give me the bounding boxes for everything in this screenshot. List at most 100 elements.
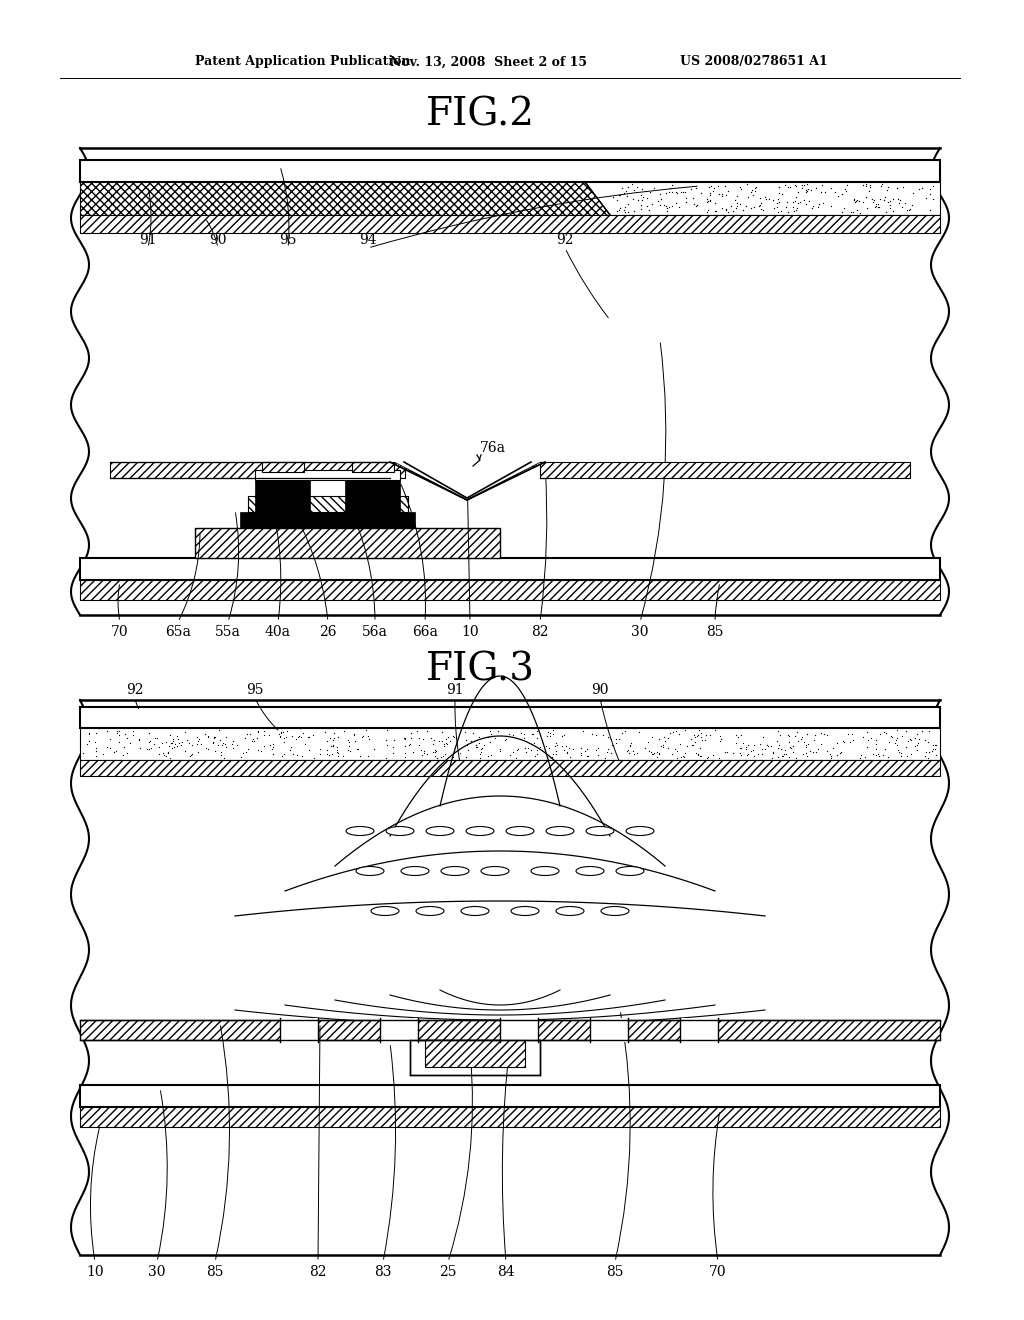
- Point: [906, 727, 923, 748]
- Point: [177, 741, 194, 762]
- Point: [397, 735, 414, 756]
- Point: [672, 733, 688, 754]
- Point: [805, 742, 821, 763]
- Point: [297, 734, 313, 755]
- Point: [868, 729, 885, 750]
- Text: 95: 95: [280, 234, 297, 247]
- Point: [612, 185, 629, 206]
- Point: [256, 721, 272, 742]
- Point: [910, 178, 927, 199]
- Point: [871, 723, 888, 744]
- Point: [325, 735, 341, 756]
- Point: [781, 176, 798, 197]
- Point: [162, 747, 178, 768]
- Point: [638, 181, 654, 202]
- Bar: [425, 1040, 525, 1067]
- Point: [678, 191, 694, 213]
- Point: [822, 747, 839, 768]
- Point: [275, 744, 292, 766]
- Point: [261, 723, 278, 744]
- Point: [492, 741, 508, 762]
- Point: [914, 721, 931, 742]
- Point: [780, 746, 797, 767]
- Point: [720, 181, 736, 202]
- Point: [323, 727, 339, 748]
- Bar: [280, 1018, 318, 1041]
- Point: [893, 726, 909, 747]
- Point: [317, 722, 334, 743]
- Point: [397, 742, 414, 763]
- Point: [759, 734, 775, 755]
- Point: [654, 737, 671, 758]
- Point: [776, 743, 793, 764]
- Point: [360, 729, 377, 750]
- Point: [657, 730, 674, 751]
- Point: [738, 744, 755, 766]
- Point: [858, 174, 874, 195]
- Point: [615, 199, 632, 220]
- Point: [645, 743, 662, 764]
- Point: [894, 197, 910, 218]
- Point: [868, 193, 885, 214]
- Point: [773, 739, 790, 760]
- Bar: [80, 1020, 940, 1040]
- Text: US 2008/0278651 A1: US 2008/0278651 A1: [680, 55, 827, 69]
- Point: [541, 738, 557, 759]
- Point: [548, 743, 564, 764]
- Point: [778, 743, 795, 764]
- Point: [341, 735, 357, 756]
- Point: [600, 726, 616, 747]
- Point: [763, 735, 779, 756]
- Point: [755, 199, 771, 220]
- Point: [215, 733, 231, 754]
- Point: [108, 741, 124, 762]
- Point: [522, 734, 539, 755]
- Bar: [80, 1085, 940, 1107]
- Point: [772, 725, 788, 746]
- Point: [881, 746, 897, 767]
- Point: [610, 183, 627, 205]
- Point: [99, 737, 116, 758]
- Point: [764, 747, 780, 768]
- Point: [538, 735, 554, 756]
- Point: [246, 730, 262, 751]
- Point: [780, 177, 797, 198]
- Point: [335, 744, 351, 766]
- Point: [843, 731, 859, 752]
- Point: [218, 737, 234, 758]
- Point: [743, 180, 760, 201]
- Point: [846, 190, 862, 211]
- Point: [679, 735, 695, 756]
- Point: [921, 721, 937, 742]
- Point: [611, 729, 628, 750]
- Bar: [80, 558, 940, 579]
- Point: [893, 743, 909, 764]
- Point: [434, 731, 451, 752]
- Point: [240, 739, 256, 760]
- Point: [523, 723, 540, 744]
- Point: [465, 722, 481, 743]
- Point: [602, 742, 618, 763]
- Point: [95, 743, 112, 764]
- Bar: [240, 512, 415, 528]
- Point: [329, 737, 345, 758]
- Point: [119, 743, 135, 764]
- Point: [101, 738, 118, 759]
- Point: [662, 722, 678, 743]
- Point: [162, 725, 178, 746]
- Point: [825, 738, 842, 759]
- Point: [426, 739, 442, 760]
- Point: [705, 744, 721, 766]
- Point: [897, 737, 913, 758]
- Point: [700, 746, 717, 767]
- Point: [678, 187, 694, 209]
- Bar: [80, 182, 610, 215]
- Point: [284, 725, 300, 746]
- Point: [693, 182, 710, 203]
- Point: [792, 191, 808, 213]
- Point: [865, 189, 882, 210]
- Point: [109, 723, 125, 744]
- Point: [708, 719, 724, 741]
- Point: [283, 737, 299, 758]
- Point: [803, 180, 819, 201]
